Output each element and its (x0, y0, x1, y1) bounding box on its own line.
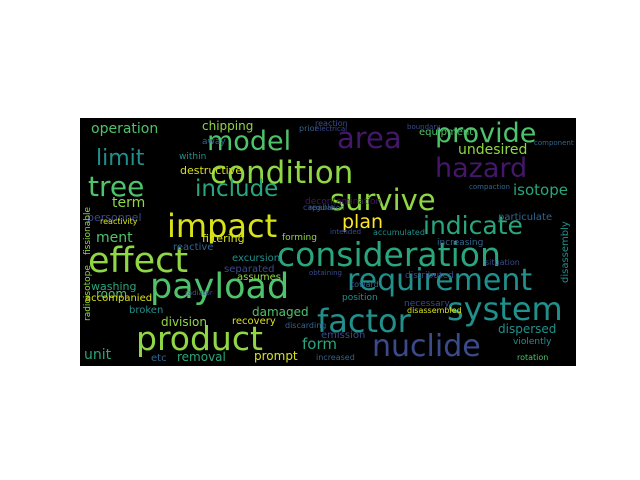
word-division: division (161, 315, 207, 329)
word-reactive: reactive (173, 242, 214, 253)
word-unit: unit (84, 347, 112, 363)
word-room: room (96, 287, 128, 301)
word-boundary: boundary (407, 123, 441, 131)
word-washing: washing (91, 280, 137, 293)
word-compaction: compaction (469, 183, 510, 191)
word-radioisotope: radioisotope (83, 265, 93, 321)
word-system: system (447, 290, 563, 328)
word-include: include (195, 176, 279, 202)
word-away: away (202, 137, 226, 147)
word-disassembly: disassembly (560, 221, 571, 283)
word-within: within (179, 152, 207, 162)
word-increasing: increasing (437, 238, 484, 248)
word-operation: operation (91, 121, 159, 137)
word-intended: intended (330, 228, 362, 236)
word-personnel: personnel (87, 211, 142, 224)
word-disassembled: disassembled (407, 306, 462, 315)
word-capable: capable (303, 203, 335, 212)
word-assumes: assumes (237, 272, 281, 283)
word-requirement: requirement (347, 263, 533, 298)
word-undesired: undesired (458, 142, 528, 158)
word-prior: prior (299, 124, 318, 133)
word-hazard: hazard (435, 153, 528, 184)
word-reaction: reaction (315, 119, 348, 128)
word-indicate: indicate (423, 211, 523, 240)
word-obtaining: obtaining (309, 269, 342, 277)
word-reactivity: reactivity (100, 217, 138, 226)
word-ment: ment (96, 230, 133, 246)
word-recovery: recovery (232, 316, 276, 327)
word-excursion: excursion (232, 253, 281, 264)
word-necessary: necessary (404, 299, 450, 309)
word-payload: payload (150, 267, 290, 307)
word-nuclide: nuclide (372, 329, 481, 364)
word-survive: survive (330, 183, 436, 217)
word-position: position (342, 293, 378, 303)
word-discarding: discarding (285, 321, 327, 330)
word-decontamination: decontamination (305, 197, 382, 207)
word-regulation: regulation (309, 204, 345, 212)
word-violently: violently (513, 337, 552, 347)
word-prompt: prompt (254, 349, 298, 363)
word-destructive: destructive (180, 164, 242, 177)
word-plan: plan (342, 211, 384, 233)
word-distributed: distributed (405, 271, 454, 281)
word-rotation: rotation (517, 353, 549, 362)
word-situation: situation (485, 258, 520, 267)
word-product: product (136, 319, 263, 358)
word-effect: effect (88, 241, 189, 281)
word-broken: broken (129, 305, 164, 316)
word-equipment: equipment (419, 127, 474, 138)
word-filtering: filtering (202, 232, 245, 245)
word-condition: condition (210, 155, 354, 191)
word-radiator: radiator (185, 289, 213, 297)
word-particulate: particulate (498, 212, 553, 223)
word-isotope: isotope (513, 181, 568, 199)
word-area: area (337, 121, 402, 155)
word-removal: removal (177, 350, 226, 364)
word-accompanied: accompanied (85, 293, 153, 304)
word-factor: factor (317, 302, 411, 340)
word-fissionable: fissionable (83, 206, 93, 255)
word-cloud: condition hazard model area provide tree inclu… (80, 118, 576, 366)
word-electrical: electrical (315, 125, 348, 133)
word-accumulated: accumulated (373, 228, 425, 237)
word-form: form (302, 335, 337, 353)
word-model: model (207, 126, 292, 157)
word-separated: separated (224, 264, 275, 275)
word-damaged: damaged (252, 305, 309, 319)
word-chipping: chipping (202, 119, 254, 133)
word-limit: limit (96, 146, 145, 171)
word-emission: emission (321, 330, 366, 341)
word-etc: etc (151, 353, 167, 364)
word-forming: forming (282, 233, 317, 243)
word-dispersed: dispersed (498, 322, 557, 336)
word-term: term (112, 195, 146, 211)
word-consideration: consideration (277, 235, 501, 274)
word-toward: toward (351, 280, 379, 289)
word-impact: impact (167, 207, 278, 245)
word-component: component (534, 139, 574, 147)
word-provide: provide (435, 118, 537, 149)
word-increased: increased (316, 353, 355, 362)
word-tree: tree (88, 170, 145, 203)
